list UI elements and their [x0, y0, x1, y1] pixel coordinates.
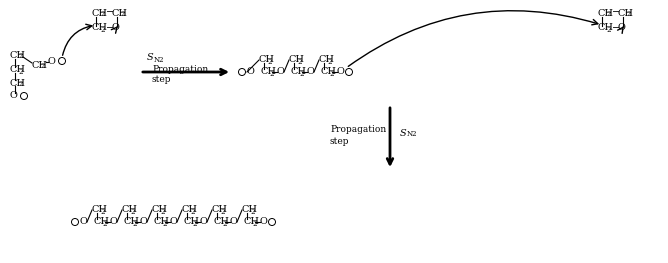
Text: step: step	[330, 138, 349, 146]
Text: 2: 2	[328, 58, 333, 65]
Text: 2: 2	[191, 208, 196, 215]
Text: CH: CH	[10, 78, 26, 88]
Text: 2: 2	[627, 11, 631, 18]
Text: CH: CH	[214, 218, 230, 226]
Text: CH: CH	[154, 218, 170, 226]
Text: −: −	[21, 94, 27, 99]
Text: 2: 2	[131, 208, 136, 215]
Text: 2: 2	[101, 11, 106, 18]
Text: −: −	[106, 8, 114, 18]
Circle shape	[345, 68, 353, 75]
Text: 2: 2	[19, 68, 23, 75]
Text: CH: CH	[598, 23, 614, 33]
Text: 2: 2	[298, 58, 303, 65]
Text: O: O	[10, 92, 18, 100]
Text: O: O	[307, 68, 315, 77]
Text: O: O	[277, 68, 285, 77]
Text: 2: 2	[607, 11, 611, 18]
Text: CH: CH	[92, 205, 108, 215]
Text: CH: CH	[182, 205, 198, 215]
Text: 2: 2	[253, 220, 257, 227]
Text: CH: CH	[152, 205, 168, 215]
Text: CH: CH	[244, 218, 260, 226]
Circle shape	[71, 219, 79, 225]
Text: 2: 2	[300, 69, 305, 78]
Text: CH: CH	[10, 50, 26, 59]
Text: CH: CH	[321, 68, 337, 77]
Text: 2: 2	[270, 69, 275, 78]
Text: O: O	[112, 23, 120, 33]
Text: CH: CH	[291, 68, 307, 77]
Text: 2: 2	[412, 130, 417, 139]
Text: N: N	[407, 130, 413, 139]
Text: 2: 2	[221, 208, 226, 215]
Text: −: −	[612, 23, 620, 33]
Text: −: −	[347, 69, 351, 74]
Text: CH: CH	[94, 218, 110, 226]
Text: Propagation: Propagation	[152, 65, 208, 74]
Text: CH: CH	[124, 218, 140, 226]
Text: O: O	[618, 23, 626, 33]
Text: O: O	[200, 218, 208, 226]
Text: −: −	[72, 220, 77, 225]
Text: CH: CH	[212, 205, 228, 215]
Text: N: N	[154, 55, 160, 63]
Text: 2: 2	[121, 11, 126, 18]
Text: S: S	[147, 53, 154, 63]
Text: CH: CH	[261, 68, 277, 77]
Text: CH: CH	[598, 8, 614, 18]
Circle shape	[269, 219, 275, 225]
Text: 2: 2	[193, 220, 198, 227]
Text: CH: CH	[259, 55, 275, 64]
Text: 2: 2	[19, 80, 23, 89]
Text: 2: 2	[330, 69, 335, 78]
Text: 2: 2	[163, 220, 168, 227]
Text: CH: CH	[122, 205, 138, 215]
Text: CH: CH	[92, 23, 108, 33]
Text: O: O	[260, 218, 268, 226]
Text: −: −	[59, 58, 65, 63]
Text: −: −	[269, 220, 275, 225]
Text: 2: 2	[161, 208, 166, 215]
Text: O: O	[48, 57, 56, 65]
Text: CH: CH	[184, 218, 200, 226]
Text: −: −	[239, 69, 244, 74]
Text: CH: CH	[242, 205, 258, 215]
Text: 2: 2	[19, 53, 23, 60]
Text: 2: 2	[223, 220, 228, 227]
Text: O: O	[110, 218, 118, 226]
Text: CH: CH	[618, 8, 634, 18]
Text: 2: 2	[251, 208, 255, 215]
Text: 2: 2	[41, 63, 45, 70]
Text: O: O	[247, 68, 255, 77]
Circle shape	[59, 58, 65, 64]
Text: O: O	[337, 68, 345, 77]
Text: step: step	[152, 75, 172, 84]
Text: CH: CH	[32, 60, 48, 69]
Text: O: O	[140, 218, 148, 226]
Text: 2: 2	[101, 26, 106, 33]
Text: 2: 2	[133, 220, 138, 227]
Text: O: O	[170, 218, 178, 226]
Text: CH: CH	[10, 65, 26, 74]
Text: 2: 2	[101, 208, 106, 215]
Text: CH: CH	[112, 8, 128, 18]
Circle shape	[238, 68, 246, 75]
Text: 2: 2	[159, 55, 164, 63]
Text: 2: 2	[607, 26, 611, 33]
Text: O: O	[230, 218, 238, 226]
Text: 2: 2	[103, 220, 108, 227]
Text: 2: 2	[268, 58, 273, 65]
Text: −: −	[106, 23, 114, 33]
Circle shape	[21, 93, 27, 99]
Text: CH: CH	[319, 55, 335, 64]
Text: CH: CH	[92, 8, 108, 18]
Text: S: S	[400, 129, 407, 138]
Text: O: O	[80, 218, 88, 226]
Text: −: −	[612, 8, 620, 18]
Text: CH: CH	[289, 55, 305, 64]
Text: Propagation: Propagation	[330, 125, 386, 134]
